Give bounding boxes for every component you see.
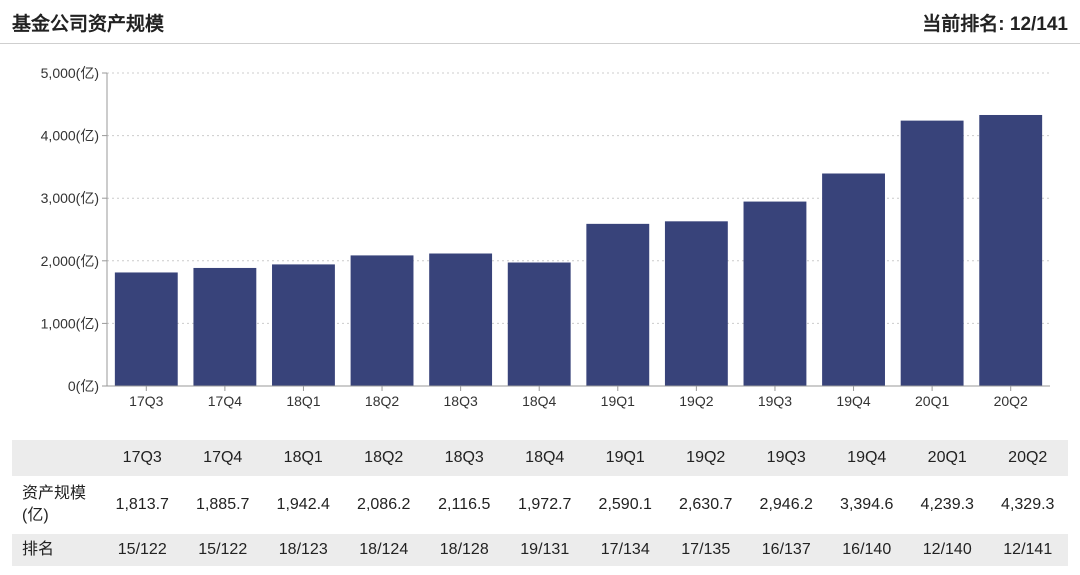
current-rank-label: 当前排名: (922, 14, 1005, 35)
table-column-header: 17Q3 (122, 449, 162, 466)
y-tick-label: 5,000(亿) (41, 65, 99, 81)
x-tick-label: 19Q3 (758, 393, 792, 409)
y-tick-label: 0(亿) (68, 378, 99, 394)
table-cell: 1,972.7 (518, 496, 572, 513)
table-header-row: 17Q3 17Q4 18Q1 18Q2 18Q3 18Q4 19Q1 19Q2 19Q3 19Q4… (12, 440, 1068, 476)
x-tick-label: 20Q1 (915, 393, 949, 409)
y-tick-label: 3,000(亿) (41, 190, 99, 206)
x-tick-label: 17Q4 (208, 393, 242, 409)
table-cell: 3,394.6 (840, 496, 894, 513)
table-column-header: 20Q2 (1008, 449, 1048, 466)
table-cell: 2,116.5 (438, 496, 491, 513)
bar (900, 120, 964, 387)
table-row-label: 资产规模(亿) (22, 485, 87, 524)
table-cell: 2,630.7 (679, 496, 733, 513)
bar (507, 262, 571, 386)
bar (743, 201, 807, 386)
table-cell: 17/134 (600, 541, 650, 558)
table-column-header: 19Q3 (766, 449, 806, 466)
y-tick-label: 4,000(亿) (41, 128, 99, 144)
table-column-header: 18Q2 (364, 449, 404, 466)
x-tick-label: 18Q3 (444, 393, 478, 409)
table-column-header: 19Q2 (686, 449, 726, 466)
page-title: 基金公司资产规模 (12, 14, 165, 35)
current-rank: 当前排名: 12/141 (922, 9, 1068, 36)
table-cell: 2,590.1 (598, 496, 652, 513)
table-column-header: 20Q1 (927, 449, 967, 466)
table-row-asset-size: 资产规模(亿) 1,813.7 1,885.7 1,942.4 2,086.2 2,116… (12, 476, 1068, 534)
table-cell: 17/135 (681, 541, 731, 558)
table-cell: 2,086.2 (357, 496, 411, 513)
header-bar: 基金公司资产规模 当前排名: 12/141 (0, 0, 1080, 44)
table-row-label: 排名 (22, 541, 55, 558)
y-tick-label: 1,000(亿) (41, 315, 99, 331)
bar (822, 173, 885, 386)
table-cell: 4,329.3 (1001, 496, 1055, 513)
current-rank-value: 12/141 (1009, 14, 1068, 35)
x-tick-label: 17Q3 (129, 393, 163, 409)
bar (193, 267, 257, 386)
table-cell: 1,813.7 (115, 496, 169, 513)
table-cell: 12/140 (922, 541, 972, 558)
bar (429, 253, 493, 386)
data-table: 17Q3 17Q4 18Q1 18Q2 18Q3 18Q4 19Q1 19Q2 19Q3 19Q4… (12, 440, 1068, 566)
x-tick-label: 19Q2 (679, 393, 713, 409)
bar (979, 114, 1043, 387)
table-cell: 1,942.4 (276, 496, 330, 513)
table-cell: 12/141 (1003, 541, 1053, 558)
table-column-header: 19Q4 (847, 449, 887, 466)
table-cell: 19/131 (520, 541, 570, 558)
bar (272, 264, 335, 386)
bar (350, 255, 414, 386)
table-column-header: 18Q3 (444, 449, 484, 466)
table-column-header: 19Q1 (605, 449, 645, 466)
bar (664, 221, 728, 386)
table-cell: 18/124 (359, 541, 409, 558)
table-corner (12, 440, 102, 476)
table-column-header: 18Q4 (525, 449, 565, 466)
table-column-header: 18Q1 (283, 449, 323, 466)
table-cell: 18/123 (278, 541, 328, 558)
table-cell: 4,239.3 (920, 496, 974, 513)
x-tick-label: 20Q2 (994, 393, 1028, 409)
y-tick-label: 2,000(亿) (41, 253, 99, 269)
x-tick-label: 19Q1 (601, 393, 635, 409)
table-cell: 1,885.7 (196, 496, 250, 513)
table-column-header: 17Q4 (203, 449, 243, 466)
x-tick-label: 19Q4 (836, 393, 870, 409)
x-tick-label: 18Q1 (286, 393, 320, 409)
bar (114, 272, 178, 386)
bar-chart: 0(亿) 1,000(亿) 2,000(亿) 3,000(亿) 4,000(亿) 5,00… (41, 65, 1050, 409)
table-cell: 16/140 (842, 541, 892, 558)
table-cell: 15/122 (198, 541, 248, 558)
table-cell: 2,946.2 (759, 496, 813, 513)
table-cell: 16/137 (761, 541, 811, 558)
table-cell: 15/122 (117, 541, 167, 558)
x-tick-label: 18Q4 (522, 393, 556, 409)
table-cell: 18/128 (439, 541, 489, 558)
table-row-rank: 排名 15/122 15/122 18/123 18/124 18/128 19/131 17… (12, 534, 1068, 566)
x-tick-label: 18Q2 (365, 393, 399, 409)
bar (586, 223, 650, 386)
